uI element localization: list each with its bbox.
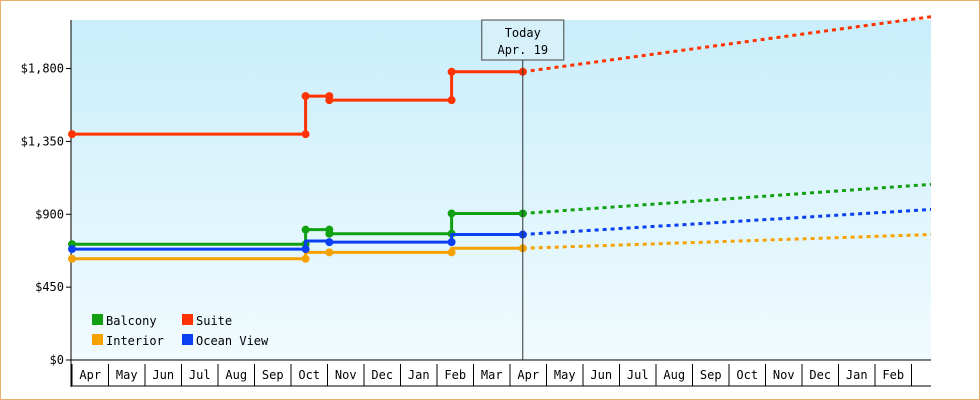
month-label: Nov	[335, 368, 357, 382]
balcony-point	[301, 225, 310, 234]
today-label: Today	[505, 26, 541, 40]
suite-point	[447, 67, 456, 76]
ocean-view-point	[325, 238, 334, 247]
suite-point	[301, 130, 310, 139]
month-label: Aug	[663, 368, 685, 382]
suite-point	[301, 92, 310, 101]
month-label: Jun	[152, 368, 174, 382]
legend-swatch-suite	[182, 314, 193, 325]
legend-swatch-interior	[92, 334, 103, 345]
interior-point	[325, 248, 334, 257]
ocean-view-point	[68, 245, 76, 254]
suite-point	[325, 96, 334, 105]
legend-label-balcony: Balcony	[106, 314, 157, 328]
month-label: Oct	[736, 368, 758, 382]
interior-point	[447, 248, 456, 257]
y-tick-label: $1,800	[21, 62, 64, 76]
month-label: Feb	[882, 368, 904, 382]
today-box	[481, 19, 565, 61]
y-tick-label: $450	[35, 280, 64, 294]
legend-label-ocean-view: Ocean View	[196, 334, 269, 348]
y-tick-label: $0	[50, 353, 64, 367]
legend-swatch-ocean-view	[182, 334, 193, 345]
balcony-point	[325, 229, 334, 238]
interior-point	[68, 254, 76, 263]
month-label: Dec	[371, 368, 393, 382]
legend-label-interior: Interior	[106, 334, 164, 348]
legend-swatch-balcony	[92, 314, 103, 325]
y-tick-label: $1,350	[21, 134, 64, 148]
legend-label-suite: Suite	[196, 314, 232, 328]
month-label: May	[116, 368, 138, 382]
ocean-view-point	[301, 245, 310, 254]
plot-background	[71, 20, 931, 360]
ocean-view-point	[447, 238, 456, 247]
y-tick-label: $900	[35, 207, 64, 221]
month-label: Jul	[189, 368, 211, 382]
month-label: Feb	[444, 368, 466, 382]
interior-point	[301, 254, 310, 263]
month-label: Aug	[225, 368, 247, 382]
month-label: Mar	[481, 368, 503, 382]
month-label: Jun	[590, 368, 612, 382]
month-label: Apr	[517, 368, 539, 382]
month-label: May	[554, 368, 576, 382]
month-label: Sep	[700, 368, 722, 382]
month-label: Apr	[79, 368, 101, 382]
suite-point	[68, 130, 76, 139]
month-label: Sep	[262, 368, 284, 382]
balcony-point	[447, 209, 456, 218]
month-label: Dec	[809, 368, 831, 382]
month-label: Jan	[846, 368, 868, 382]
month-label: Oct	[298, 368, 320, 382]
suite-point	[447, 96, 456, 105]
month-label: Jul	[627, 368, 649, 382]
month-label: Nov	[773, 368, 795, 382]
today-date: Apr. 19	[497, 43, 548, 57]
month-label: Jan	[408, 368, 430, 382]
